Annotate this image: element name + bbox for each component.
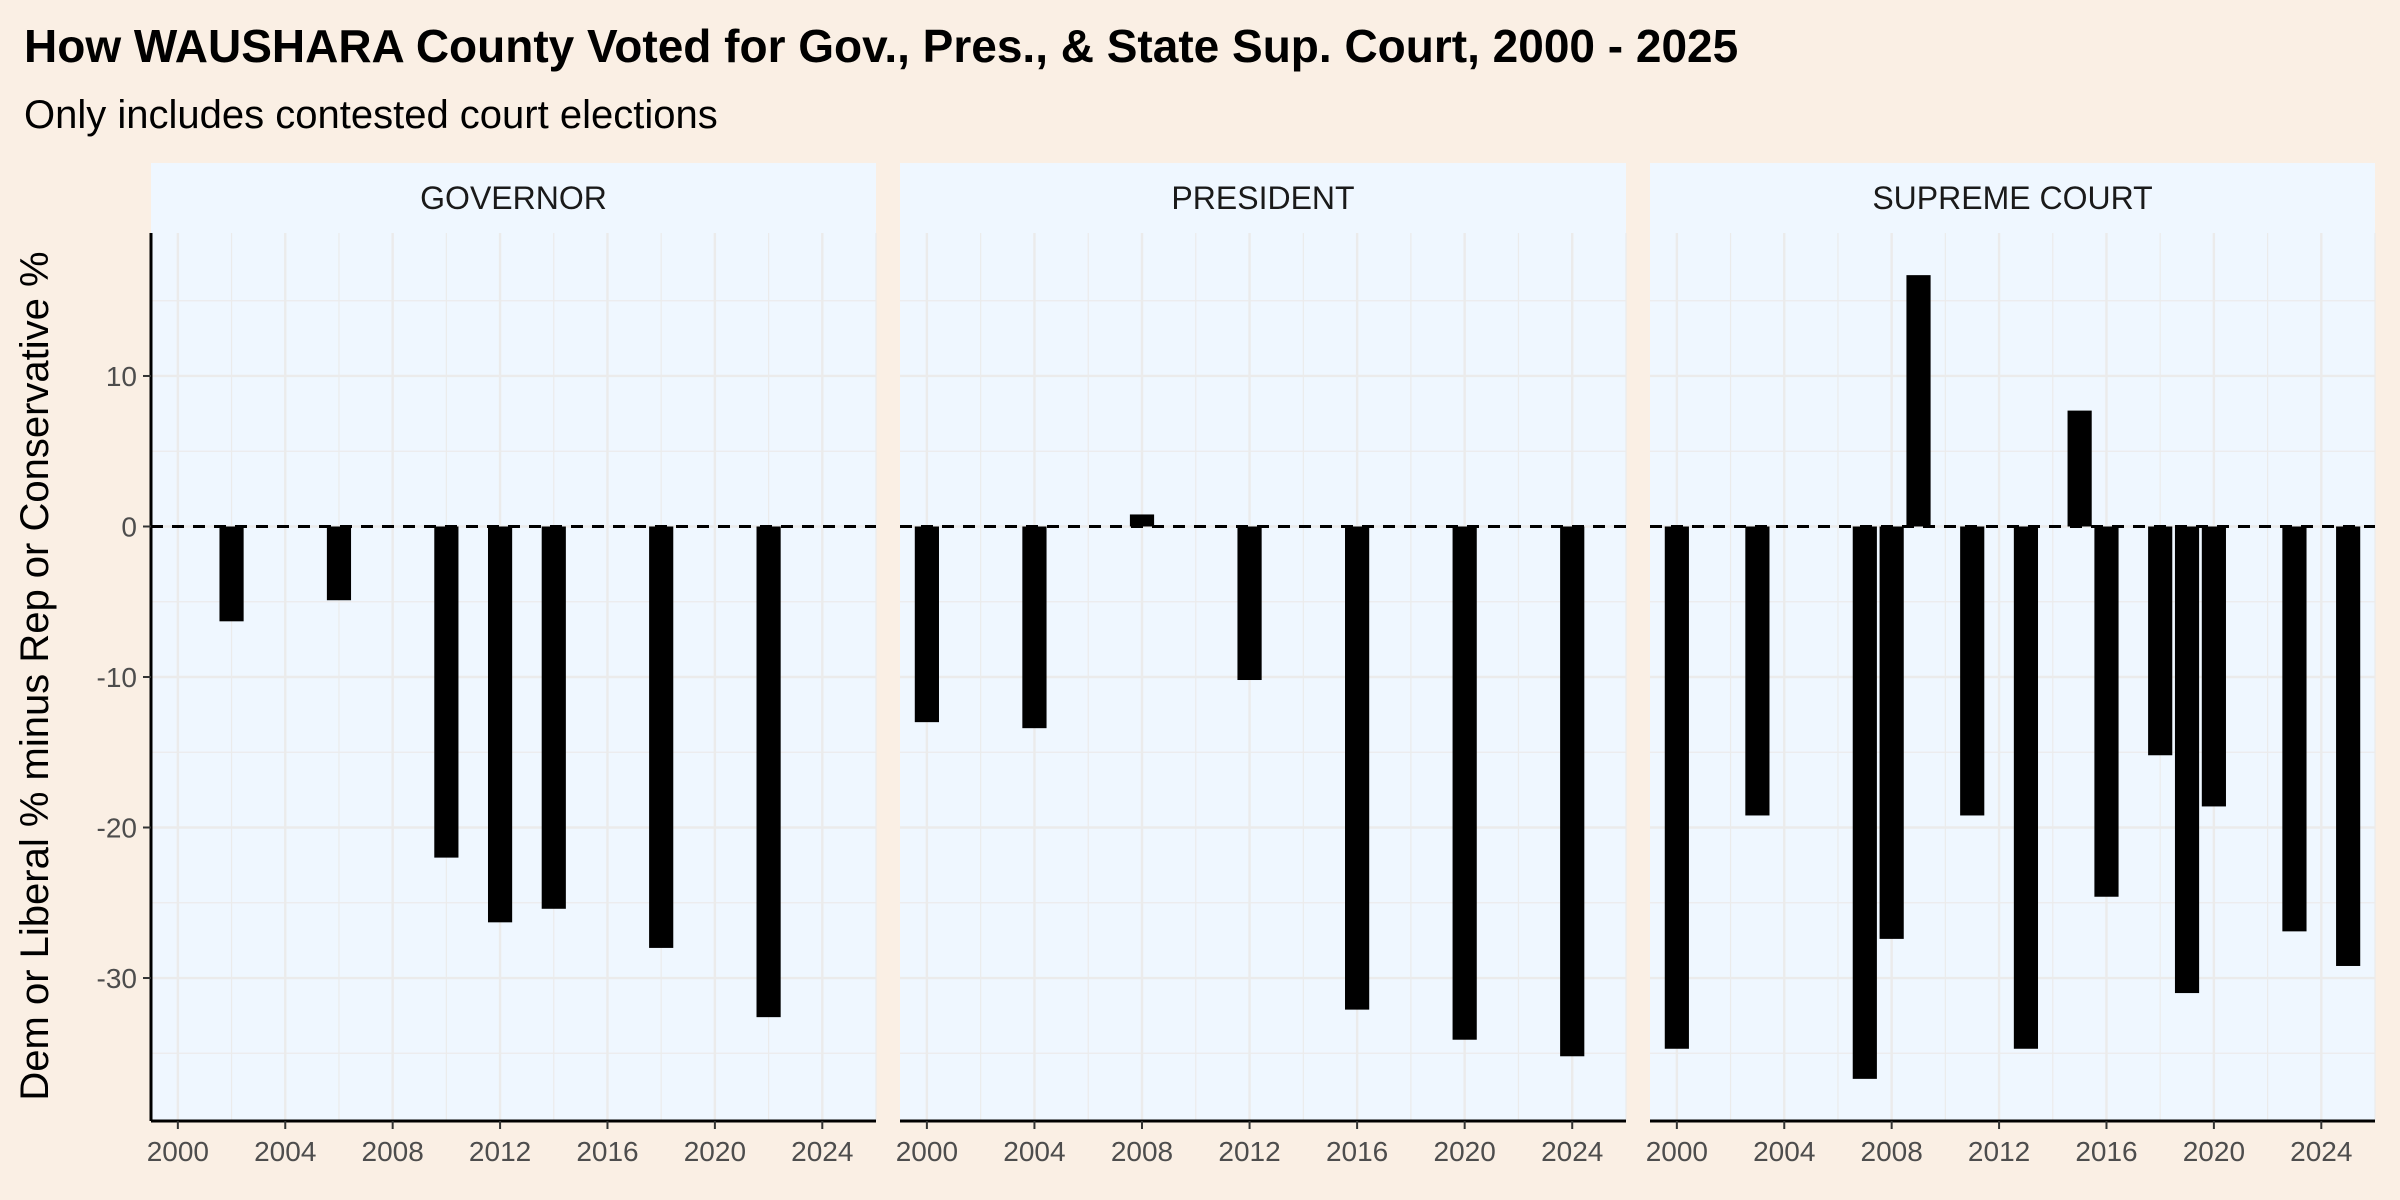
bar-supreme-court-2007: [1852, 526, 1877, 1079]
facet-president: PRESIDENT 2000 2004 2008 2012 2016 2020 2024: [896, 163, 1627, 1167]
facet-governor: GOVERNOR 2000 2004 2008 2012 2016 2020 2024 -30 -…: [97, 163, 877, 1167]
bar-governor-2010: [434, 526, 459, 858]
facet-label: PRESIDENT: [1171, 180, 1354, 216]
y-tick-label: 10: [106, 361, 137, 392]
bar-supreme-court-2016: [2094, 526, 2119, 897]
bar-supreme-court-2025: [2336, 526, 2361, 966]
bar-supreme-court-2023: [2282, 526, 2307, 932]
bar-president-2016: [1345, 526, 1370, 1010]
facet-strip: [151, 163, 876, 233]
y-tick-label: 0: [121, 511, 137, 542]
bar-president-2004: [1022, 526, 1047, 729]
facet-label: SUPREME COURT: [1872, 180, 2152, 216]
x-tick-label: 2008: [362, 1136, 424, 1167]
x-tick-label: 2000: [147, 1136, 209, 1167]
x-tick-label: 2000: [1646, 1136, 1708, 1167]
bar-supreme-court-2013: [2013, 526, 2039, 1049]
bar-supreme-court-2003: [1745, 526, 1770, 816]
bar-supreme-court-2000: [1664, 526, 1689, 1049]
bar-governor-2014: [541, 526, 566, 909]
x-tick-label: 2012: [1218, 1136, 1280, 1167]
x-tick-label: 2016: [1326, 1136, 1388, 1167]
chart-title: How WAUSHARA County Voted for Gov., Pres…: [24, 20, 1738, 72]
y-axis-title: Dem or Liberal % minus Rep or Conservati…: [13, 251, 57, 1100]
x-tick-label: 2012: [469, 1136, 531, 1167]
x-tick-label: 2008: [1111, 1136, 1173, 1167]
bar-governor-2006: [326, 526, 352, 601]
y-tick-label: -10: [97, 662, 137, 693]
y-tick-label: -30: [97, 963, 137, 994]
x-tick-label: 2004: [1003, 1136, 1065, 1167]
x-tick-label: 2008: [1861, 1136, 1923, 1167]
bar-president-2012: [1237, 526, 1262, 681]
bar-governor-2002: [219, 526, 244, 622]
x-tick-label: 2024: [2290, 1136, 2352, 1167]
bar-governor-2022: [756, 526, 781, 1018]
x-tick-label: 2016: [576, 1136, 638, 1167]
facet-label: GOVERNOR: [420, 180, 607, 216]
bar-governor-2012: [487, 526, 513, 923]
bar-president-2000: [914, 526, 939, 723]
x-tick-label: 2020: [1434, 1136, 1496, 1167]
facet-supreme-court: SUPREME COURT 2000 2004 2008 2012 2016 2020 202…: [1646, 163, 2376, 1167]
bar-president-2020: [1452, 526, 1477, 1040]
bar-supreme-court-2015: [2067, 410, 2092, 527]
x-tick-label: 2024: [791, 1136, 853, 1167]
bar-president-2024: [1560, 526, 1585, 1057]
x-tick-label: 2020: [684, 1136, 746, 1167]
bar-supreme-court-2009: [1906, 275, 1931, 527]
x-tick-label: 2016: [2075, 1136, 2137, 1167]
facet-panels: GOVERNOR 2000 2004 2008 2012 2016 2020 2024 -30 -…: [97, 163, 2376, 1167]
x-tick-label: 2012: [1968, 1136, 2030, 1167]
bar-supreme-court-2020: [2201, 526, 2226, 807]
x-tick-label: 2004: [1753, 1136, 1815, 1167]
facet-strip: [900, 163, 1626, 233]
x-tick-label: 2024: [1541, 1136, 1603, 1167]
chart-subtitle: Only includes contested court elections: [24, 93, 718, 137]
x-tick-label: 2000: [896, 1136, 958, 1167]
bar-supreme-court-2019: [2174, 526, 2200, 994]
x-tick-label: 2020: [2183, 1136, 2245, 1167]
bar-supreme-court-2018: [2148, 526, 2173, 756]
bar-president-2008: [1129, 514, 1155, 527]
bar-governor-2018: [649, 526, 674, 948]
y-tick-label: -20: [97, 813, 137, 844]
bar-supreme-court-2008: [1879, 526, 1904, 939]
facet-strip: [1650, 163, 2375, 233]
bar-supreme-court-2011: [1960, 526, 1985, 816]
x-tick-label: 2004: [254, 1136, 316, 1167]
